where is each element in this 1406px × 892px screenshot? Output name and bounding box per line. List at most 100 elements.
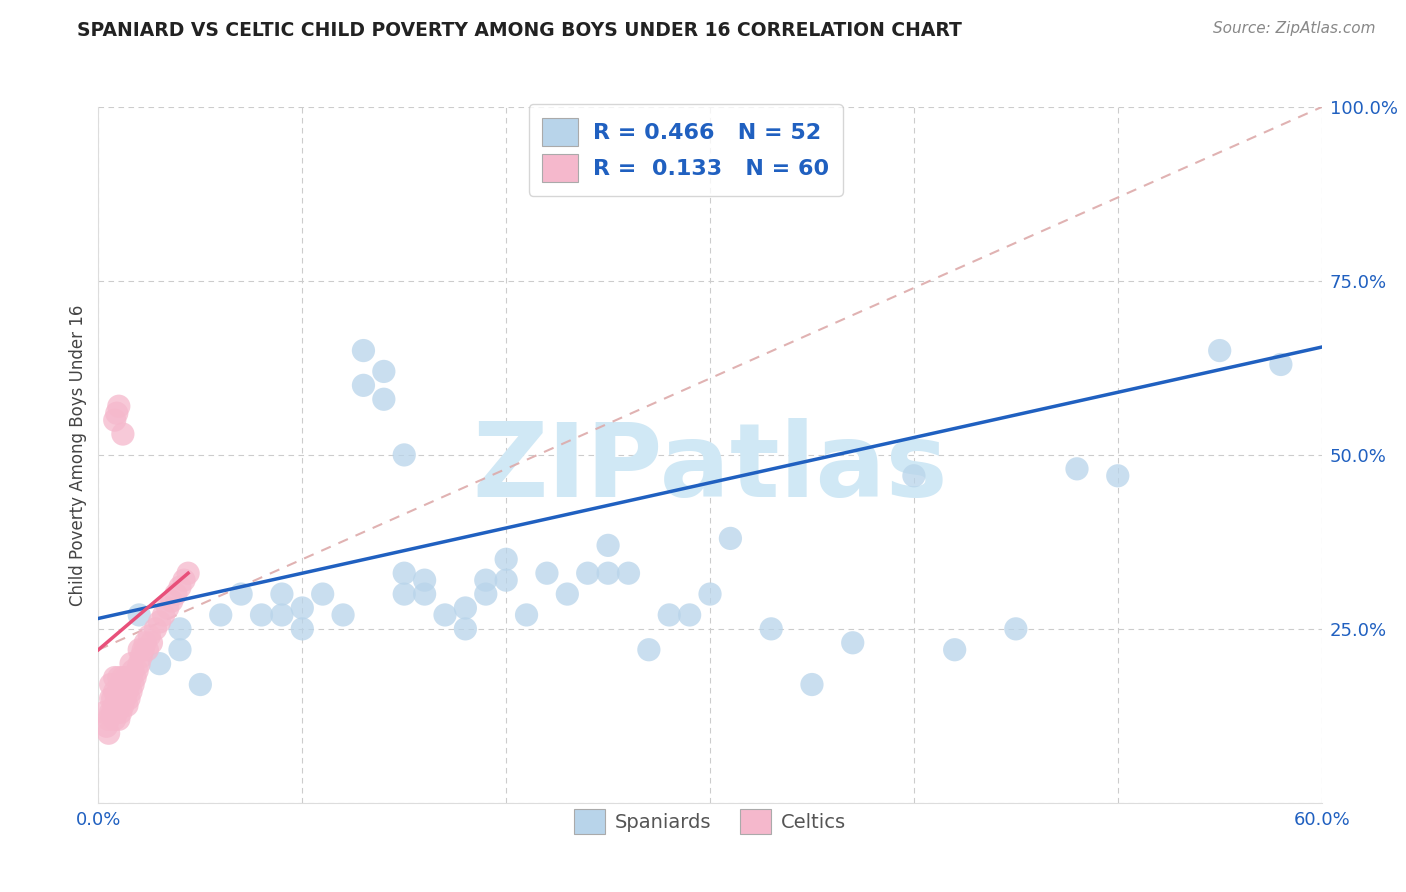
Point: [209, 607, 232, 622]
Point: [495, 552, 517, 566]
Point: [101, 706, 124, 720]
Point: [118, 691, 141, 706]
Point: [270, 607, 294, 622]
Point: [128, 642, 150, 657]
Point: [104, 684, 127, 698]
Point: [100, 677, 122, 691]
Point: [177, 566, 200, 581]
Point: [1004, 622, 1026, 636]
Point: [110, 691, 132, 706]
Point: [1209, 343, 1232, 358]
Point: [120, 657, 142, 671]
Point: [1066, 462, 1088, 476]
Point: [536, 566, 558, 581]
Point: [110, 706, 132, 720]
Point: [111, 684, 134, 698]
Point: [903, 468, 925, 483]
Point: [104, 671, 127, 685]
Point: [841, 636, 863, 650]
Point: [598, 566, 620, 581]
Point: [165, 587, 187, 601]
Point: [134, 636, 156, 650]
Point: [169, 642, 191, 657]
Point: [101, 691, 124, 706]
Point: [136, 642, 159, 657]
Y-axis label: Child Poverty Among Boys Under 16: Child Poverty Among Boys Under 16: [69, 304, 87, 606]
Point: [108, 698, 131, 713]
Point: [373, 364, 395, 378]
Point: [108, 712, 131, 726]
Point: [169, 622, 191, 636]
Point: [105, 706, 128, 720]
Point: [110, 677, 132, 691]
Point: [160, 594, 183, 608]
Point: [96, 719, 118, 733]
Point: [108, 671, 131, 685]
Point: [111, 427, 134, 442]
Point: [231, 587, 253, 601]
Point: [129, 649, 152, 664]
Point: [122, 664, 145, 678]
Point: [114, 691, 136, 706]
Point: [145, 622, 167, 636]
Point: [516, 607, 538, 622]
Point: [352, 343, 374, 358]
Point: [291, 622, 314, 636]
Point: [152, 607, 174, 622]
Point: [141, 636, 163, 650]
Text: SPANIARD VS CELTIC CHILD POVERTY AMONG BOYS UNDER 16 CORRELATION CHART: SPANIARD VS CELTIC CHILD POVERTY AMONG B…: [77, 21, 962, 39]
Point: [761, 622, 783, 636]
Text: ZIPatlas: ZIPatlas: [472, 418, 948, 519]
Legend: Spaniards, Celtics: Spaniards, Celtics: [567, 801, 853, 842]
Point: [474, 587, 498, 601]
Point: [115, 684, 138, 698]
Point: [373, 392, 395, 407]
Point: [495, 573, 517, 587]
Point: [454, 622, 477, 636]
Point: [1270, 358, 1292, 372]
Point: [250, 607, 273, 622]
Point: [801, 677, 824, 691]
Point: [392, 448, 416, 462]
Point: [122, 677, 145, 691]
Point: [100, 706, 122, 720]
Point: [128, 607, 150, 622]
Point: [115, 671, 138, 685]
Point: [114, 677, 136, 691]
Point: [679, 607, 702, 622]
Point: [1107, 468, 1129, 483]
Point: [392, 587, 416, 601]
Point: [699, 587, 721, 601]
Point: [454, 601, 477, 615]
Point: [332, 607, 354, 622]
Point: [270, 587, 294, 601]
Point: [105, 691, 128, 706]
Point: [474, 573, 498, 587]
Point: [97, 726, 120, 740]
Point: [138, 629, 160, 643]
Point: [118, 677, 141, 691]
Point: [108, 399, 131, 413]
Point: [132, 642, 155, 657]
Point: [169, 580, 191, 594]
Point: [111, 671, 134, 685]
Point: [105, 406, 128, 420]
Point: [617, 566, 640, 581]
Point: [115, 698, 138, 713]
Point: [598, 538, 620, 552]
Point: [413, 573, 436, 587]
Point: [97, 712, 120, 726]
Point: [120, 671, 142, 685]
Point: [352, 378, 374, 392]
Point: [434, 607, 457, 622]
Point: [93, 706, 115, 720]
Point: [718, 532, 742, 546]
Point: [392, 566, 416, 581]
Point: [104, 712, 127, 726]
Point: [149, 615, 172, 629]
Point: [108, 684, 131, 698]
Point: [413, 587, 436, 601]
Point: [104, 413, 127, 427]
Point: [943, 642, 966, 657]
Text: Source: ZipAtlas.com: Source: ZipAtlas.com: [1212, 21, 1375, 36]
